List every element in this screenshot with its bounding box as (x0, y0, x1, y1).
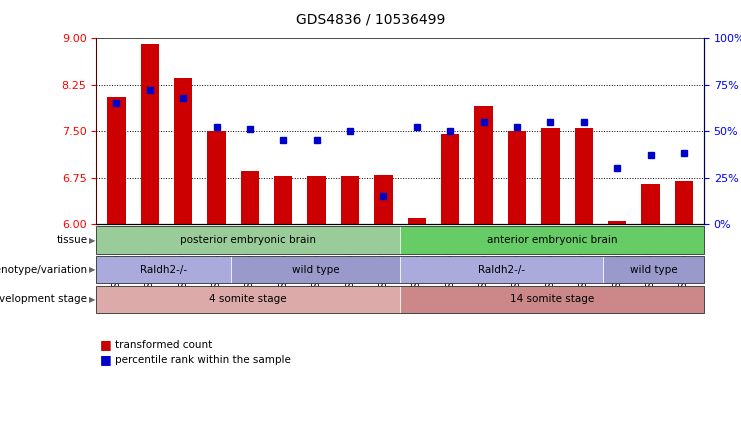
Bar (174, 78, 193, 224)
Text: percentile rank within the sample: percentile rank within the sample (115, 354, 290, 365)
Text: anterior embryonic brain: anterior embryonic brain (487, 235, 617, 245)
Text: wild type: wild type (630, 265, 677, 275)
Text: 14 somite stage: 14 somite stage (510, 294, 594, 304)
Bar (642, 184, 659, 224)
Bar (308, 176, 326, 224)
Bar (508, 131, 526, 224)
Bar (608, 221, 626, 224)
Text: ■: ■ (100, 353, 112, 366)
Text: development stage: development stage (0, 294, 87, 304)
Text: 4 somite stage: 4 somite stage (210, 294, 287, 304)
Text: GDS4836 / 10536499: GDS4836 / 10536499 (296, 13, 445, 27)
Text: ▶: ▶ (89, 236, 95, 244)
Text: wild type: wild type (292, 265, 339, 275)
Bar (408, 218, 426, 224)
Bar (274, 176, 293, 224)
Bar (341, 176, 359, 224)
Bar (541, 128, 559, 224)
Text: ■: ■ (100, 338, 112, 351)
Bar (107, 97, 125, 224)
Bar (574, 128, 593, 224)
Text: transformed count: transformed count (115, 340, 212, 350)
Text: ▶: ▶ (89, 295, 95, 304)
Text: posterior embryonic brain: posterior embryonic brain (180, 235, 316, 245)
Text: ▶: ▶ (89, 265, 95, 274)
Bar (207, 131, 226, 224)
Bar (675, 181, 693, 224)
Bar (441, 134, 459, 224)
Bar (241, 171, 259, 224)
Text: Raldh2-/-: Raldh2-/- (478, 265, 525, 275)
Bar (374, 175, 393, 224)
Bar (474, 106, 493, 224)
Text: tissue: tissue (56, 235, 87, 245)
Text: genotype/variation: genotype/variation (0, 265, 87, 275)
Text: Raldh2-/-: Raldh2-/- (140, 265, 187, 275)
Bar (141, 44, 159, 224)
